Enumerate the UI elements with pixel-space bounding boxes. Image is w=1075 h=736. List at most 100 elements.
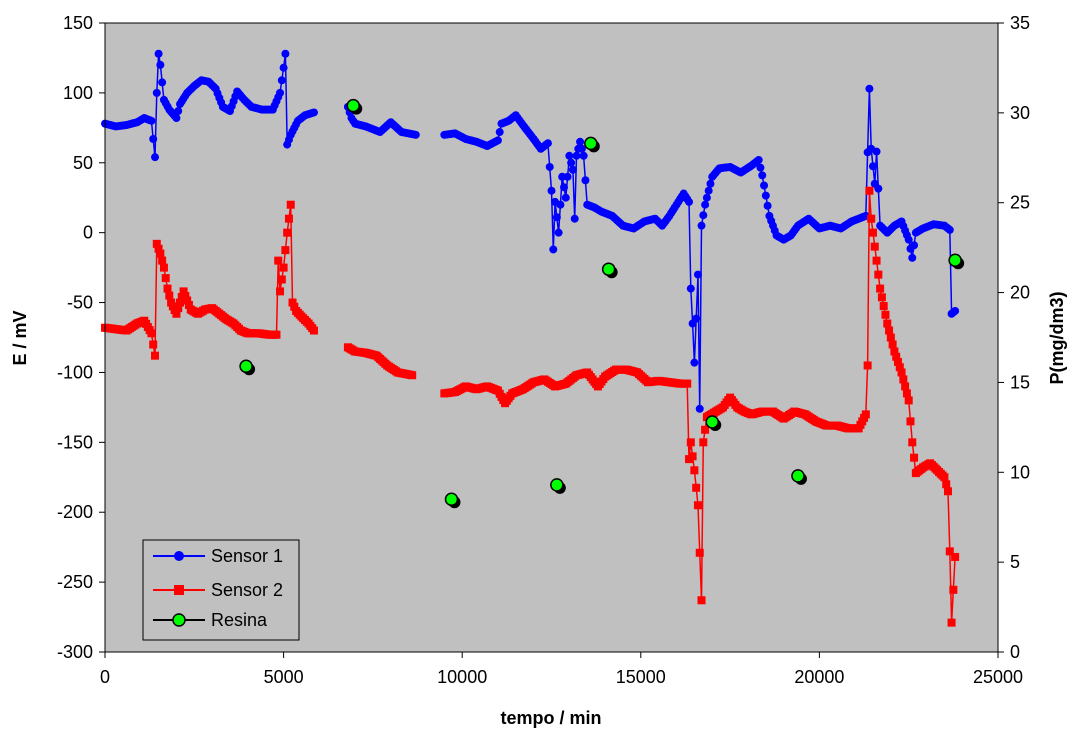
y2-tick-label: 30 xyxy=(1010,103,1030,123)
y2-tick-label: 25 xyxy=(1010,193,1030,213)
sensor-2-point xyxy=(890,347,899,356)
legend-item-sensor-1: Sensor 1 xyxy=(153,546,283,566)
sensor-1-point xyxy=(945,225,954,234)
sensor-2-point xyxy=(159,263,168,272)
y2-axis-title: P(mg/dm3) xyxy=(1047,291,1067,384)
sensor-2-point xyxy=(154,244,163,253)
sensor-1-point xyxy=(695,404,704,413)
sensor-2-point xyxy=(886,333,895,342)
sensor-2-point xyxy=(272,330,281,339)
sensor-2-point xyxy=(149,340,158,349)
sensor-1-point xyxy=(567,158,576,167)
sensor-2-point xyxy=(947,618,956,627)
resina-point xyxy=(601,262,616,276)
sensor-1-point xyxy=(865,84,874,93)
sensor-1-point xyxy=(872,147,881,156)
sensor-1-point xyxy=(576,137,585,146)
x-tick-label: 0 xyxy=(100,667,110,687)
sensor-1-point xyxy=(685,197,694,206)
sensor-1-point xyxy=(697,221,706,230)
sensor-2-point xyxy=(863,361,872,370)
sensor-2-point xyxy=(701,425,710,434)
sensor-2-point xyxy=(940,473,949,482)
x-tick-label: 25000 xyxy=(973,667,1023,687)
x-tick-label: 20000 xyxy=(794,667,844,687)
resina-point xyxy=(584,136,598,151)
y2-tick-label: 10 xyxy=(1010,462,1030,482)
sensor-1-point xyxy=(754,155,763,164)
sensor-1-point xyxy=(549,245,558,254)
y-tick-label: -50 xyxy=(67,293,93,313)
sensor-2-point xyxy=(161,274,170,283)
sensor-2-point xyxy=(902,389,911,398)
legend-marker-resina xyxy=(172,613,186,627)
y-tick-label: -100 xyxy=(57,362,93,382)
sensor-1-point xyxy=(690,358,699,367)
sensor-2-point xyxy=(286,200,295,209)
sensor-2-point xyxy=(895,363,904,372)
sensor-2-point xyxy=(867,214,876,223)
resina-point xyxy=(948,253,962,267)
sensor-2-point xyxy=(877,293,886,302)
sensor-1-point xyxy=(874,184,883,193)
y-tick-label: -200 xyxy=(57,502,93,522)
sensor-2-point xyxy=(183,296,192,305)
sensor-1-point xyxy=(547,186,556,195)
x-axis-title: tempo / min xyxy=(500,708,601,728)
sensor-2-point xyxy=(870,242,879,251)
sensor-1-point xyxy=(763,201,772,210)
sensor-1-point xyxy=(904,235,913,244)
resina-point xyxy=(346,98,361,113)
sensor-2-point xyxy=(904,396,913,405)
sensor-2-point xyxy=(879,302,888,311)
sensor-2-point xyxy=(699,438,708,447)
resina-point xyxy=(444,492,459,506)
y-tick-label: -300 xyxy=(57,642,93,662)
sensor-2-point xyxy=(951,552,960,561)
y2-tick-label: 15 xyxy=(1010,372,1030,392)
sensor-1-point xyxy=(704,186,713,195)
sensor-2-point xyxy=(874,270,883,279)
sensor-1-point xyxy=(758,171,767,180)
sensor-2-point xyxy=(697,596,706,605)
sensor-1-point xyxy=(761,191,770,200)
sensor-1-point xyxy=(563,172,572,181)
sensor-2-point xyxy=(892,352,901,361)
sensor-1-point xyxy=(565,151,574,160)
sensor-2-point xyxy=(885,326,894,335)
sensor-1-point xyxy=(174,107,183,116)
sensor-2-point xyxy=(949,585,958,594)
sensor-1-point xyxy=(699,211,708,220)
sensor-1-point xyxy=(693,270,702,279)
sensor-1-point xyxy=(277,76,286,85)
sensor-2-point xyxy=(176,298,185,307)
y-tick-label: 0 xyxy=(83,223,93,243)
sensor-1-point xyxy=(868,162,877,171)
sensor-2-point xyxy=(276,287,285,296)
sensor-1-point xyxy=(545,162,554,171)
sensor-2-point xyxy=(163,284,172,293)
sensor-1-point xyxy=(152,88,161,97)
sensor-2-point xyxy=(861,410,870,419)
sensor-1-point xyxy=(577,144,586,153)
sensor-2-point xyxy=(151,351,160,360)
sensor-2-point xyxy=(910,453,919,462)
sensor-2-point xyxy=(695,548,704,557)
sensor-1-point xyxy=(493,136,502,145)
sensor-1-point xyxy=(568,165,577,174)
sensor-1-point xyxy=(172,114,181,123)
sensor-1-point xyxy=(154,49,163,58)
y-tick-label: 100 xyxy=(63,83,93,103)
sensor-2-point xyxy=(893,357,902,366)
sensor-2-point xyxy=(881,310,890,319)
sensor-2-point xyxy=(174,304,183,313)
sensor-1-point xyxy=(156,60,165,69)
sensor-1-point xyxy=(560,183,569,192)
sensor-1-point xyxy=(760,181,769,190)
sensor-2-point xyxy=(147,329,156,338)
sensor-2-point xyxy=(152,239,161,248)
sensor-1-point xyxy=(908,253,917,262)
resina-point xyxy=(550,478,564,492)
y2-tick-label: 20 xyxy=(1010,283,1030,303)
